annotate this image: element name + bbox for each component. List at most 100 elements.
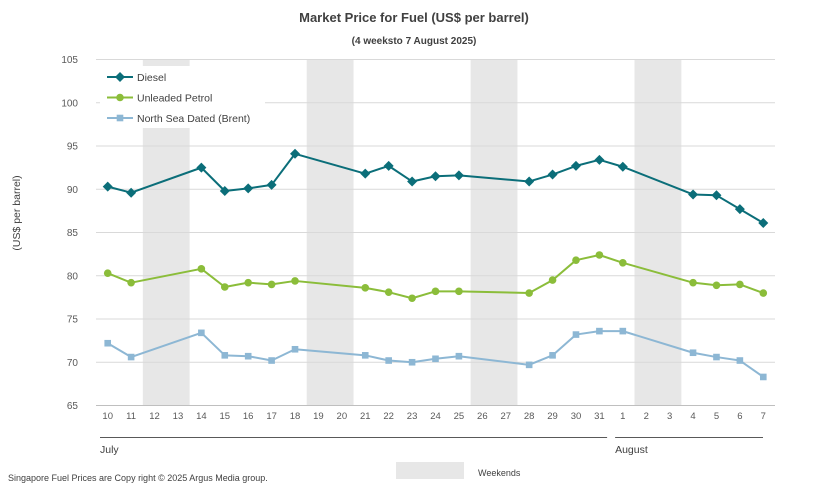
data-point-north-sea-dated-brent <box>525 361 533 369</box>
x-tick-label: 24 <box>430 411 441 422</box>
y-tick-label: 65 <box>67 401 79 412</box>
data-point-diesel <box>196 162 207 173</box>
x-tick-label: 26 <box>477 411 488 422</box>
legend-swatch-marker <box>116 114 124 122</box>
data-point-unleaded-petrol <box>595 251 604 259</box>
x-tick-label: 7 <box>761 411 766 422</box>
data-point-unleaded-petrol <box>525 289 533 297</box>
data-point-north-sea-dated-brent <box>596 327 603 335</box>
data-point-diesel <box>243 183 254 194</box>
data-point-north-sea-dated-brent <box>432 355 439 363</box>
data-point-unleaded-petrol <box>619 258 627 267</box>
data-point-unleaded-petrol <box>220 283 229 291</box>
y-axis-label: (US$ per barrel) <box>11 175 23 250</box>
data-point-diesel <box>383 160 394 171</box>
data-point-north-sea-dated-brent <box>455 352 463 360</box>
data-point-north-sea-dated-brent <box>268 357 275 364</box>
data-point-diesel <box>570 160 581 171</box>
legend-item-unleaded-petrol: Unleaded Petrol <box>107 93 212 105</box>
y-tick-label: 85 <box>67 228 79 239</box>
x-tick-label: 11 <box>126 411 136 422</box>
x-tick-label: 19 <box>313 411 324 422</box>
y-tick-label: 105 <box>61 55 78 66</box>
weekend-legend-label: Weekends <box>478 468 521 478</box>
data-point-diesel <box>290 148 301 159</box>
data-point-north-sea-dated-brent <box>361 352 369 359</box>
data-point-diesel <box>758 217 769 228</box>
x-tick-label: 29 <box>547 411 558 422</box>
legend-label: Unleaded Petrol <box>137 93 212 105</box>
data-point-diesel <box>266 179 277 190</box>
data-point-unleaded-petrol <box>267 280 276 289</box>
data-point-unleaded-petrol <box>408 294 416 303</box>
data-point-diesel <box>430 171 441 182</box>
y-tick-label: 90 <box>67 185 79 196</box>
data-point-unleaded-petrol <box>361 284 370 292</box>
x-tick-label: 5 <box>714 411 719 422</box>
y-tick-labels: 65 70 75 80 85 90 95 100 105 <box>61 55 78 412</box>
data-point-north-sea-dated-brent <box>408 358 416 366</box>
series-lines <box>102 148 769 381</box>
series-north-sea-dated-brent <box>104 327 767 381</box>
x-tick-label: 30 <box>571 411 582 422</box>
data-point-north-sea-dated-brent <box>221 352 229 359</box>
y-tick-label: 80 <box>67 271 79 282</box>
legend-label: Diesel <box>137 72 166 84</box>
y-tick-label: 100 <box>61 98 78 109</box>
x-tick-label: 25 <box>454 411 465 422</box>
data-point-unleaded-petrol <box>431 287 440 296</box>
x-tick-label: 6 <box>737 411 742 422</box>
chart-subtitle: (4 weeksto 7 August 2025) <box>352 36 477 47</box>
gridlines <box>96 59 775 406</box>
data-point-diesel <box>594 154 605 165</box>
data-point-north-sea-dated-brent <box>244 352 252 360</box>
x-tick-label: 15 <box>219 411 230 422</box>
series-unleaded-petrol <box>103 251 768 303</box>
data-point-unleaded-petrol <box>736 280 744 289</box>
data-point-north-sea-dated-brent <box>127 353 135 361</box>
data-point-diesel <box>453 170 464 181</box>
data-point-unleaded-petrol <box>572 256 580 264</box>
data-point-unleaded-petrol <box>103 269 112 277</box>
data-point-diesel <box>711 190 722 201</box>
data-point-north-sea-dated-brent <box>385 357 392 364</box>
x-tick-labels: 10 11 12 13 14 15 16 17 18 19 20 21 22 23 24 25 26 27 28 29… <box>102 411 766 422</box>
x-tick-label: 1 <box>620 411 625 422</box>
data-point-diesel <box>360 168 371 179</box>
y-tick-label: 95 <box>67 142 79 153</box>
x-tick-label: 16 <box>243 411 254 422</box>
data-point-north-sea-dated-brent <box>549 352 556 359</box>
data-point-north-sea-dated-brent <box>736 357 744 364</box>
data-point-unleaded-petrol <box>759 289 768 297</box>
x-tick-label: 31 <box>594 411 605 422</box>
y-tick-label: 75 <box>67 315 79 326</box>
x-tick-label: 12 <box>149 411 160 422</box>
data-point-unleaded-petrol <box>244 278 252 287</box>
data-point-north-sea-dated-brent <box>104 339 112 347</box>
legend-item-diesel: Diesel <box>107 72 166 84</box>
copyright-footer: Singapore Fuel Prices are Copy right © 2… <box>8 473 268 483</box>
x-tick-label: 14 <box>196 411 207 422</box>
weekend-legend-swatch <box>396 462 464 479</box>
x-tick-label: 27 <box>500 411 511 422</box>
x-tick-label: 20 <box>337 411 348 422</box>
data-point-north-sea-dated-brent <box>689 349 697 357</box>
data-point-diesel <box>617 161 628 172</box>
chart-title: Market Price for Fuel (US$ per barrel) <box>299 10 529 25</box>
x-tick-label: 2 <box>644 411 649 422</box>
legend-item-north-sea-dated-brent: North Sea Dated (Brent) <box>107 113 250 125</box>
data-point-diesel <box>219 185 230 196</box>
y-tick-label: 70 <box>67 358 79 369</box>
data-point-diesel <box>524 176 535 187</box>
x-tick-label: 17 <box>266 411 277 422</box>
legend: Diesel Unleaded Petrol North Sea Dated (Br… <box>100 66 265 128</box>
data-point-north-sea-dated-brent <box>759 373 767 381</box>
x-tick-label: 18 <box>290 411 301 422</box>
data-point-north-sea-dated-brent <box>291 345 299 353</box>
data-point-diesel <box>688 189 699 200</box>
data-point-diesel <box>102 181 113 192</box>
data-point-unleaded-petrol <box>197 265 206 273</box>
data-point-north-sea-dated-brent <box>198 329 205 337</box>
